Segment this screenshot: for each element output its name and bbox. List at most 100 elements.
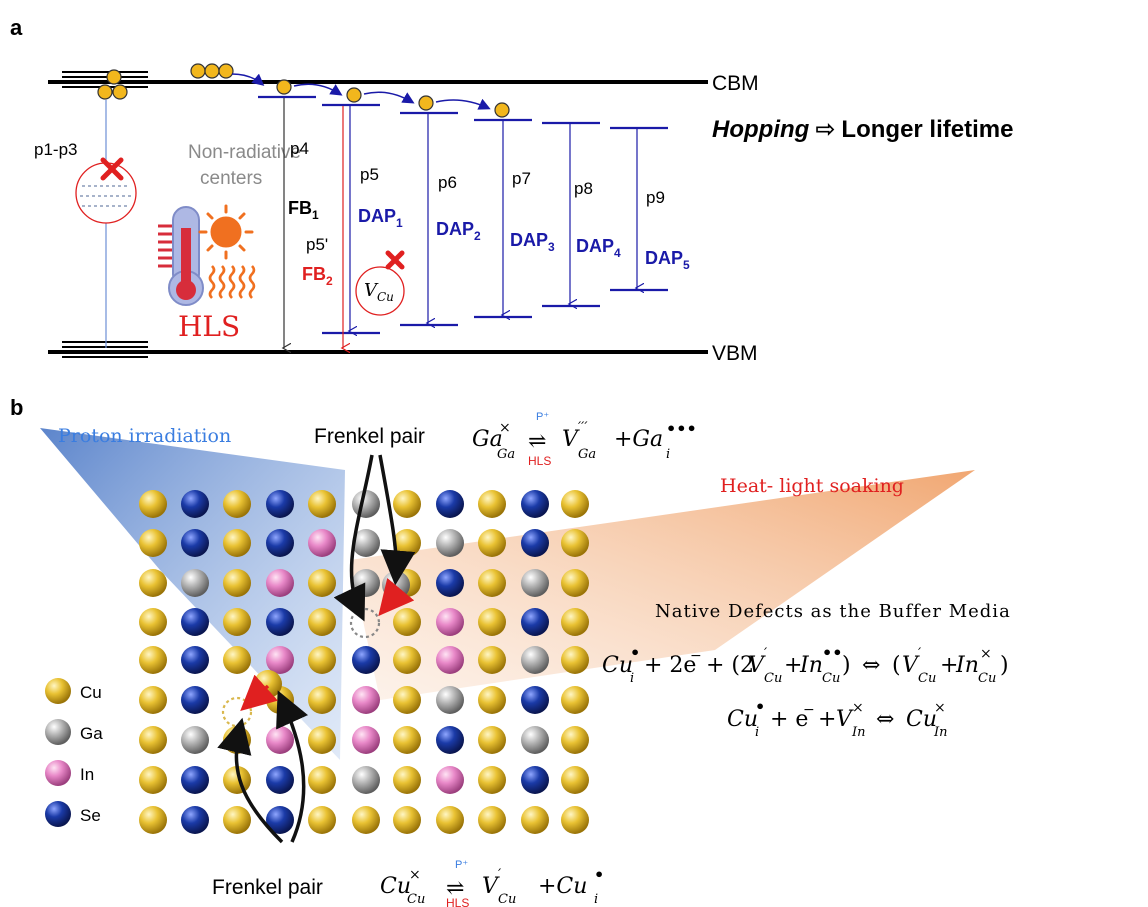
hop-arrow-1 <box>293 83 343 96</box>
svg-text:V: V <box>482 874 500 899</box>
cu-atom <box>139 569 167 597</box>
ga-atom <box>521 569 549 597</box>
svg-text:+ (2: + (2 <box>706 653 754 678</box>
proton-irradiation-label: Proton irradiation <box>58 425 231 447</box>
svg-text:•: • <box>630 643 640 662</box>
cu-atom <box>478 490 506 518</box>
ga-atom <box>352 569 380 597</box>
fb1-label: FB1 <box>288 198 319 222</box>
ga-atom <box>521 646 549 674</box>
svg-text:V: V <box>748 653 766 678</box>
p1-p3-label: p1-p3 <box>34 140 77 159</box>
legend-se-swatch <box>45 801 71 827</box>
sun-icon <box>198 204 254 260</box>
ga-atom <box>181 569 209 597</box>
se-atom <box>521 686 549 714</box>
cu-atom <box>436 806 464 834</box>
cu-vacancy-circle <box>221 696 253 728</box>
svg-text:×: × <box>934 700 946 716</box>
cu-atom <box>139 686 167 714</box>
cu-atom <box>308 490 336 518</box>
legend-cu-label: Cu <box>80 683 102 702</box>
svg-text:+: + <box>940 653 958 678</box>
se-atom <box>521 490 549 518</box>
red-cross-icon <box>100 157 124 181</box>
cu-atom <box>561 608 589 636</box>
frenkel-bottom-arrow-2 <box>217 717 284 844</box>
cu-atom <box>308 726 336 754</box>
svg-text:Cu: Cu <box>906 707 937 732</box>
cu-atom <box>393 766 421 794</box>
vcu-defect-circle <box>355 266 405 316</box>
legend-cu-swatch <box>45 678 71 704</box>
cu-atom <box>308 686 336 714</box>
vcu-red-cross-icon <box>385 250 405 270</box>
heat-light-label: Heat- light soaking <box>720 475 904 497</box>
cu-atom <box>561 806 589 834</box>
ga-atom <box>181 726 209 754</box>
cu-atom <box>223 569 251 597</box>
se-atom <box>181 766 209 794</box>
se-atom <box>181 608 209 636</box>
svg-text:•: • <box>594 865 604 884</box>
hop-arrow-3 <box>435 98 491 110</box>
svg-text:+Ga: +Ga <box>614 427 663 452</box>
svg-text:×: × <box>499 420 511 436</box>
cu-atom <box>393 726 421 754</box>
cu-atom <box>223 608 251 636</box>
ga-atom <box>352 529 380 557</box>
panel-a-label: a <box>10 15 23 40</box>
cu-atom <box>478 766 506 794</box>
cbm-label: CBM <box>712 72 759 95</box>
in-atom <box>266 646 294 674</box>
hls-label: HLS <box>178 310 240 343</box>
cu-atom <box>352 806 380 834</box>
buffer-equation-2: Cu i • + e − + V In × ⇔ Cu In × <box>727 697 948 740</box>
cu-atom <box>561 766 589 794</box>
svg-text:+ 2e: + 2e <box>644 653 696 678</box>
svg-text:Cu: Cu <box>822 671 840 686</box>
hop-arrow-2 <box>363 91 415 104</box>
cu-atom <box>561 529 589 557</box>
svg-text:Cu: Cu <box>407 892 425 907</box>
ga-atom <box>352 490 380 518</box>
hop-arrow-0 <box>231 73 265 86</box>
se-atom <box>436 569 464 597</box>
svg-text:⇔: ⇔ <box>876 707 894 732</box>
cu-atom <box>393 490 421 518</box>
cu-atom <box>478 608 506 636</box>
cu-frenkel-equation: Cu Cu × P⁺ ⇌ HLS V Cu ′ +Cu i • <box>380 859 604 907</box>
svg-text:⇔: ⇔ <box>862 653 880 678</box>
cu-atom <box>139 806 167 834</box>
se-atom <box>521 529 549 557</box>
in-atom <box>308 529 336 557</box>
dap2-label: DAP2 <box>436 219 481 243</box>
cu-atom <box>308 806 336 834</box>
in-atom <box>266 569 294 597</box>
cu-atom <box>561 490 589 518</box>
svg-text:Cu: Cu <box>764 671 782 686</box>
frenkel-top-arrow-2 <box>378 454 416 586</box>
in-atom <box>352 726 380 754</box>
heat-ticks-icon <box>158 224 172 268</box>
cu-atom <box>139 608 167 636</box>
se-atom <box>181 646 209 674</box>
dap4-label: DAP4 <box>576 236 621 260</box>
se-atom <box>181 490 209 518</box>
svg-text:+: + <box>784 653 802 678</box>
cu-atom <box>478 529 506 557</box>
p7-label: p7 <box>512 169 531 188</box>
svg-text:Cu: Cu <box>602 653 633 678</box>
svg-text:i: i <box>630 671 634 686</box>
cu-atom <box>139 646 167 674</box>
in-atom <box>436 608 464 636</box>
svg-text:HLS: HLS <box>446 896 469 907</box>
svg-text:Cu: Cu <box>380 874 411 899</box>
cu-atom <box>478 646 506 674</box>
svg-text:⇌: ⇌ <box>528 429 546 454</box>
svg-text:): ) <box>1000 653 1009 678</box>
legend-se-label: Se <box>80 806 101 825</box>
in-atom <box>352 686 380 714</box>
ga-displacement-arrow <box>378 577 415 617</box>
